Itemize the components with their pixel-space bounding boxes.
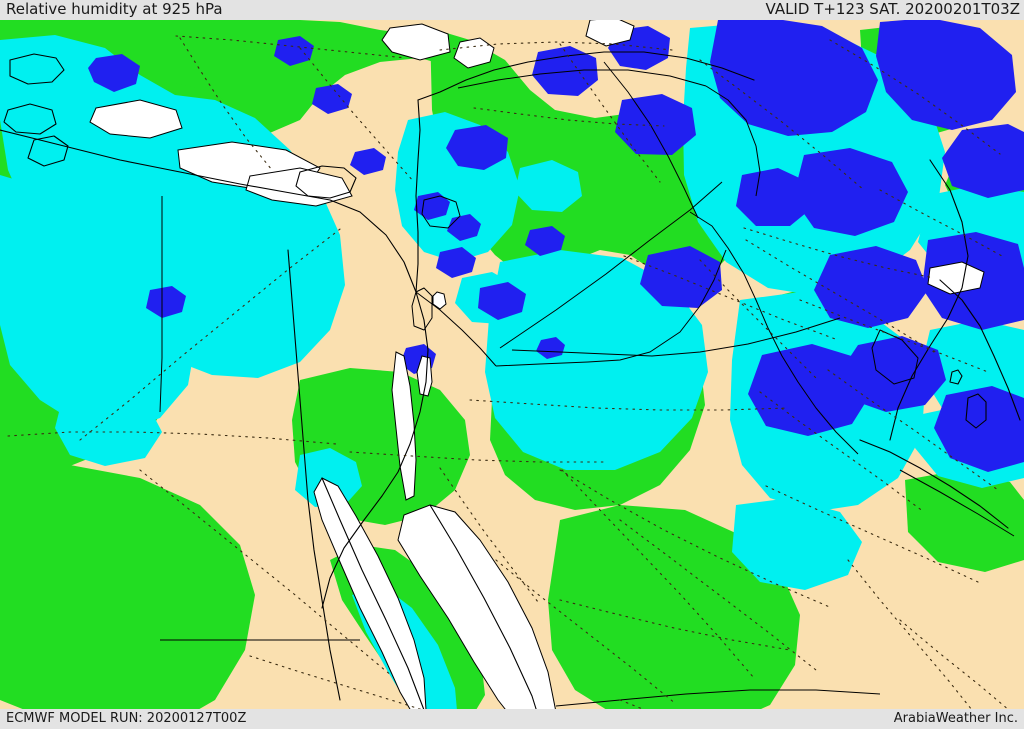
provider-label: ArabiaWeather Inc.: [893, 711, 1018, 726]
water-bodies: [89, 17, 985, 729]
footer-bar: ECMWF MODEL RUN: 20200127T00Z ArabiaWeat…: [0, 709, 1024, 729]
coastlines: [0, 51, 1021, 729]
page-title: Relative humidity at 925 hPa: [6, 0, 223, 18]
model-run-label: ECMWF MODEL RUN: 20200127T00Z: [6, 711, 247, 726]
internal-boundaries: [7, 35, 1017, 729]
header-bar: Relative humidity at 925 hPa VALID T+123…: [0, 0, 1024, 20]
valid-time-label: VALID T+123 SAT. 20200201T03Z: [765, 0, 1020, 18]
band-blue-over-90: [88, 18, 1024, 472]
country-borders: [159, 61, 1015, 707]
